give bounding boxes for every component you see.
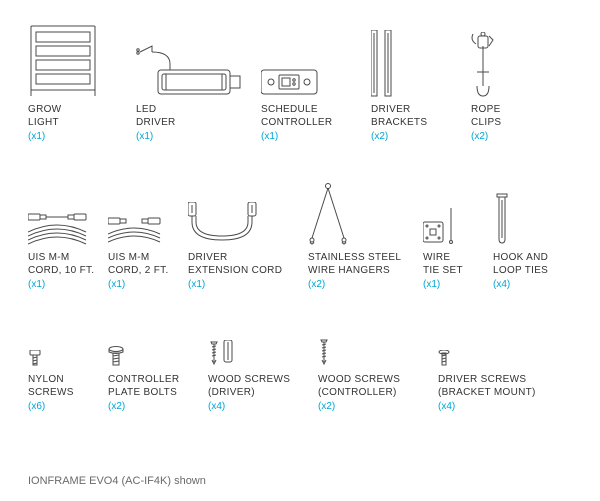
controller-plate-bolts-icon — [108, 312, 208, 368]
item-rope-clips: ROPECLIPS (x2) — [471, 20, 551, 152]
item-uis-cord-2: UIS M-MCORD, 2 FT. (x1) — [108, 170, 188, 302]
uis-cord-2-qty: (x1) — [108, 279, 188, 290]
uis-cord-10-label: UIS M-MCORD, 10 FT. — [28, 252, 108, 277]
grow-light-icon — [28, 20, 136, 98]
grow-light-label: GROWLIGHT — [28, 104, 136, 129]
wire-hangers-qty: (x2) — [308, 279, 423, 290]
wood-screws-driver-label: WOOD SCREWS(DRIVER) — [208, 374, 318, 399]
driver-ext-cord-label: DRIVEREXTENSION CORD — [188, 252, 308, 277]
item-hook-loop-ties: HOOK ANDLOOP TIES (x4) — [493, 170, 563, 302]
item-wire-hangers: STAINLESS STEELWIRE HANGERS (x2) — [308, 170, 423, 302]
rope-clips-label: ROPECLIPS — [471, 104, 551, 129]
uis-cord-10-qty: (x1) — [28, 279, 108, 290]
led-driver-qty: (x1) — [136, 131, 261, 142]
wood-screws-driver-qty: (x4) — [208, 401, 318, 412]
driver-brackets-qty: (x2) — [371, 131, 471, 142]
item-uis-cord-10: UIS M-MCORD, 10 FT. (x1) — [28, 170, 108, 302]
schedule-controller-label: SCHEDULECONTROLLER — [261, 104, 371, 129]
row-2: UIS M-MCORD, 10 FT.(x1)UIS M-MCORD, 2 FT… — [28, 170, 572, 302]
driver-screws-bracket-icon — [438, 312, 558, 368]
controller-plate-bolts-label: CONTROLLERPLATE BOLTS — [108, 374, 208, 399]
item-driver-screws-bracket: DRIVER SCREWS(BRACKET MOUNT) (x4) — [438, 312, 558, 422]
footer-note: IONFRAME EVO4 (AC-IF4K) shown — [28, 475, 206, 487]
item-wood-screws-driver: WOOD SCREWS(DRIVER) (x4) — [208, 312, 318, 422]
wire-hangers-label: STAINLESS STEELWIRE HANGERS — [308, 252, 423, 277]
wire-tie-set-icon — [423, 170, 493, 246]
driver-ext-cord-icon — [188, 170, 308, 246]
item-nylon-screws: NYLONSCREWS (x6) — [28, 312, 108, 422]
led-driver-icon — [136, 20, 261, 98]
rope-clips-icon — [471, 20, 551, 98]
item-driver-ext-cord: DRIVEREXTENSION CORD (x1) — [188, 170, 308, 302]
schedule-controller-qty: (x1) — [261, 131, 371, 142]
driver-screws-bracket-qty: (x4) — [438, 401, 558, 412]
wire-tie-set-label: WIRETIE SET — [423, 252, 493, 277]
item-wood-screws-controller: WOOD SCREWS(CONTROLLER) (x2) — [318, 312, 438, 422]
item-wire-tie-set: WIRETIE SET (x1) — [423, 170, 493, 302]
schedule-controller-icon — [261, 20, 371, 98]
uis-cord-2-icon — [108, 170, 188, 246]
wood-screws-controller-label: WOOD SCREWS(CONTROLLER) — [318, 374, 438, 399]
nylon-screws-icon — [28, 312, 108, 368]
row-1: GROWLIGHT(x1)LEDDRIVER(x1)SCHEDULECONTRO… — [28, 20, 572, 152]
wood-screws-controller-qty: (x2) — [318, 401, 438, 412]
driver-screws-bracket-label: DRIVER SCREWS(BRACKET MOUNT) — [438, 374, 558, 399]
wood-screws-controller-icon — [318, 312, 438, 368]
item-driver-brackets: DRIVERBRACKETS (x2) — [371, 20, 471, 152]
nylon-screws-qty: (x6) — [28, 401, 108, 412]
hook-loop-ties-qty: (x4) — [493, 279, 563, 290]
wire-tie-set-qty: (x1) — [423, 279, 493, 290]
rope-clips-qty: (x2) — [471, 131, 551, 142]
grow-light-qty: (x1) — [28, 131, 136, 142]
driver-brackets-label: DRIVERBRACKETS — [371, 104, 471, 129]
item-grow-light: GROWLIGHT (x1) — [28, 20, 136, 152]
item-led-driver: LEDDRIVER (x1) — [136, 20, 261, 152]
driver-ext-cord-qty: (x1) — [188, 279, 308, 290]
led-driver-label: LEDDRIVER — [136, 104, 261, 129]
row-3: NYLONSCREWS (x6)CONTROLLERPLATE BOLTS (x2)… — [28, 312, 572, 422]
wire-hangers-icon — [308, 170, 423, 246]
hook-loop-ties-label: HOOK ANDLOOP TIES — [493, 252, 563, 277]
item-schedule-controller: SCHEDULECONTROLLER (x1) — [261, 20, 371, 152]
uis-cord-10-icon — [28, 170, 108, 246]
controller-plate-bolts-qty: (x2) — [108, 401, 208, 412]
driver-brackets-icon — [371, 20, 471, 98]
uis-cord-2-label: UIS M-MCORD, 2 FT. — [108, 252, 188, 277]
item-controller-plate-bolts: CONTROLLERPLATE BOLTS (x2) — [108, 312, 208, 422]
hook-loop-ties-icon — [493, 170, 563, 246]
nylon-screws-label: NYLONSCREWS — [28, 374, 108, 399]
wood-screws-driver-icon — [208, 312, 318, 368]
